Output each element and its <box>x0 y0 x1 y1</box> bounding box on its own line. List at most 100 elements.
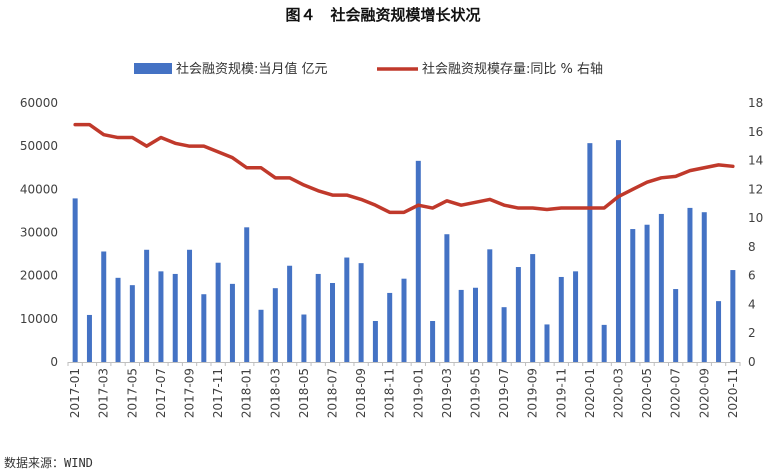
bar <box>644 224 650 362</box>
y-right-tick-label: 16 <box>748 125 763 139</box>
x-tick-label: 2019-03 <box>440 368 454 418</box>
source-note: 数据来源：WIND <box>4 456 93 470</box>
bar <box>129 285 135 362</box>
bar <box>430 320 436 362</box>
bar <box>472 287 478 362</box>
bar <box>158 271 164 362</box>
x-tick-label: 2017-01 <box>68 368 82 418</box>
bar <box>558 276 564 362</box>
legend-label-line: 社会融资规模存量:同比 % 右轴 <box>422 61 603 77</box>
x-tick-label: 2019-11 <box>554 368 568 418</box>
bar <box>229 283 235 362</box>
bar <box>315 273 321 362</box>
x-tick-label: 2018-03 <box>268 368 282 418</box>
x-tick-label: 2020-01 <box>583 368 597 418</box>
x-tick-label: 2018-01 <box>240 368 254 418</box>
bar <box>215 262 221 362</box>
bar <box>86 314 92 362</box>
y-left-tick-label: 0 <box>50 355 58 369</box>
y-left-tick-label: 20000 <box>20 269 58 283</box>
x-tick-label: 2017-07 <box>154 368 168 418</box>
bar <box>658 213 664 362</box>
y-right-tick-label: 18 <box>748 96 763 110</box>
bar <box>187 249 193 362</box>
bar <box>101 251 107 362</box>
y-left-tick-label: 40000 <box>20 182 58 196</box>
bar-series <box>72 140 736 362</box>
x-tick-label: 2020-05 <box>640 368 654 418</box>
bar <box>72 198 78 362</box>
bar <box>587 143 593 362</box>
bar <box>601 324 607 362</box>
x-tick-label: 2020-03 <box>611 368 625 418</box>
bar <box>244 227 250 362</box>
bar <box>172 273 178 362</box>
x-tick-label: 2017-09 <box>183 368 197 418</box>
bar <box>458 289 464 362</box>
x-tick-label: 2018-05 <box>297 368 311 418</box>
line-series <box>73 122 735 215</box>
bar <box>258 309 264 362</box>
bar <box>401 278 407 362</box>
bar <box>358 263 364 362</box>
x-tick-label: 2017-03 <box>97 368 111 418</box>
bar <box>716 301 722 362</box>
bar <box>544 324 550 362</box>
bar <box>701 212 707 362</box>
bar <box>630 229 636 362</box>
bar <box>330 283 336 362</box>
x-tick-label: 2019-05 <box>468 368 482 418</box>
bar <box>272 288 278 362</box>
y-right-tick-label: 2 <box>748 326 756 340</box>
bar <box>487 249 493 362</box>
bar <box>387 292 393 362</box>
y-right-tick-label: 6 <box>748 269 756 283</box>
x-tick-label: 2019-07 <box>497 368 511 418</box>
y-left-tick-label: 10000 <box>20 312 58 326</box>
legend-label-bar: 社会融资规模:当月值 亿元 <box>176 61 328 77</box>
bar <box>415 160 421 362</box>
y-right-tick-label: 0 <box>748 355 756 369</box>
x-axis: 2017-01 2017-03 2017-05 2017-07 2017-09 2017-… <box>67 362 741 418</box>
y-right-tick-label: 4 <box>748 297 756 311</box>
bar <box>530 254 536 362</box>
x-tick-label: 2019-09 <box>526 368 540 418</box>
y-right-tick-label: 10 <box>748 211 763 225</box>
y-left-tick-label: 50000 <box>20 139 58 153</box>
bar <box>144 249 150 362</box>
bar <box>444 234 450 362</box>
bar <box>501 307 507 362</box>
x-tick-label: 2020-11 <box>726 368 740 418</box>
x-tick-label: 2017-05 <box>125 368 139 418</box>
legend-swatch-bar <box>134 63 172 74</box>
bar <box>615 140 621 362</box>
x-tick-label: 2018-07 <box>326 368 340 418</box>
x-tick-label: 2018-09 <box>354 368 368 418</box>
y-axis-left: 0 10000 20000 30000 40000 50000 60000 <box>20 96 58 369</box>
bar <box>344 257 350 362</box>
bar <box>301 314 307 362</box>
x-tick-label: 2019-01 <box>411 368 425 418</box>
y-left-tick-label: 60000 <box>20 96 58 110</box>
bar <box>115 277 121 362</box>
bar <box>687 207 693 362</box>
bar <box>730 270 736 362</box>
bar <box>673 289 679 362</box>
bar <box>515 267 521 362</box>
y-left-tick-label: 30000 <box>20 226 58 240</box>
bar <box>287 265 293 362</box>
x-tick-label: 2020-09 <box>697 368 711 418</box>
x-tick-label: 2018-11 <box>383 368 397 418</box>
y-right-tick-label: 8 <box>748 240 756 254</box>
bar <box>372 320 378 362</box>
y-right-tick-label: 12 <box>748 182 763 196</box>
x-tick-label: 2020-07 <box>669 368 683 418</box>
y-axis-right: 0 2 4 6 8 10 12 14 16 18 <box>748 96 763 369</box>
bar <box>201 294 207 362</box>
bar <box>573 271 579 362</box>
y-right-tick-label: 14 <box>748 154 763 168</box>
line-path <box>73 122 735 215</box>
chart-title: 图４ 社会融资规模增长状况 <box>285 6 481 24</box>
x-tick-label: 2017-11 <box>211 368 225 418</box>
